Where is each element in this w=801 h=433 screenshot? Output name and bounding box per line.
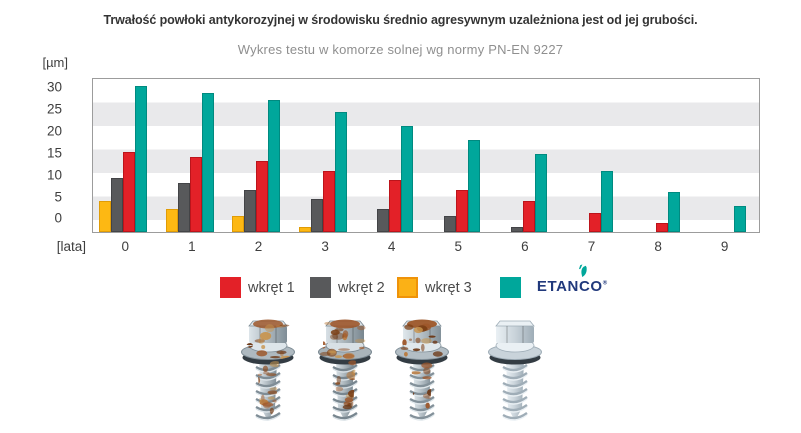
- bar-ETANCO-year-6: [534, 154, 547, 232]
- y-axis-unit-label: [µm]: [42, 55, 68, 70]
- bar-ETANCO-year-9: [734, 206, 747, 232]
- screw-photos: [0, 314, 801, 433]
- bar-wkręt-1-year-3: [322, 170, 335, 232]
- bar-wkręt-2-year-1: [177, 182, 190, 232]
- legend-swatch-wkręt-3: [397, 277, 418, 298]
- y-tick-5: 5: [54, 189, 62, 204]
- legend-swatch-wkręt-2: [310, 277, 331, 298]
- registered-mark: ®: [602, 280, 608, 287]
- bar-wkręt-2-year-5: [444, 215, 456, 232]
- y-tick-10: 10: [46, 167, 62, 183]
- chart-subtitle: Wykres testu w komorze solnej wg normy P…: [237, 42, 564, 57]
- x-tick-6: 6: [521, 239, 529, 254]
- etanco-logo: ETANCO®: [529, 264, 615, 295]
- bar-wkręt-2-year-4: [377, 208, 390, 232]
- x-tick-7: 7: [587, 239, 596, 254]
- y-tick-30: 30: [46, 79, 62, 95]
- bar-wkręt-3-year-3: [298, 227, 311, 232]
- legend-label-wkręt-2: wkręt 2: [338, 280, 385, 296]
- bar-wkręt-2-year-3: [310, 199, 323, 232]
- bar-wkręt-3-year-2: [232, 215, 245, 232]
- screw-photo-2-heavily-corroded: [312, 314, 378, 431]
- x-tick-9: 9: [720, 239, 729, 254]
- bar-wkręt-2-year-0: [111, 177, 123, 232]
- bar-ETANCO-year-1: [201, 93, 214, 232]
- x-axis-unit-label: [lata]: [56, 239, 86, 254]
- x-tick-5: 5: [454, 239, 463, 254]
- y-tick-0: 0: [54, 210, 62, 226]
- bar-wkręt-1-year-4: [389, 180, 402, 232]
- y-tick-25: 25: [46, 101, 62, 117]
- bar-ETANCO-year-2: [268, 100, 281, 232]
- etanco-swoosh-icon: [578, 264, 587, 277]
- chart-title: Trwałość powłoki antykorozyjnej w środow…: [103, 13, 698, 27]
- bar-wkręt-2-year-6: [510, 227, 523, 232]
- legend-label-wkręt-3: wkręt 3: [425, 280, 472, 296]
- bar-wkręt-3-year-1: [165, 208, 178, 232]
- bar-ETANCO-year-8: [667, 192, 680, 232]
- x-tick-1: 1: [188, 239, 196, 254]
- legend-swatch-wkręt-1: [220, 277, 241, 298]
- y-tick-15: 15: [46, 145, 62, 161]
- x-tick-3: 3: [321, 239, 329, 254]
- screw-photo-4-clean: [482, 314, 548, 431]
- screw-photo-1-heavily-corroded: [235, 314, 301, 431]
- bar-wkręt-2-year-2: [244, 189, 257, 232]
- bar-wkręt-1-year-6: [522, 201, 535, 232]
- x-tick-4: 4: [387, 239, 396, 254]
- x-tick-2: 2: [254, 239, 263, 254]
- bar-wkręt-1-year-1: [189, 156, 202, 232]
- x-tick-8: 8: [654, 239, 662, 254]
- bar-ETANCO-year-4: [401, 126, 414, 232]
- etanco-logo-text: ETANCO: [536, 278, 603, 295]
- bar-wkręt-1-year-0: [123, 152, 135, 232]
- bar-ETANCO-year-0: [135, 86, 147, 232]
- bar-wkręt-1-year-8: [655, 222, 668, 232]
- y-tick-20: 20: [46, 123, 62, 139]
- plot-area: [92, 78, 760, 233]
- bar-wkręt-1-year-2: [256, 161, 269, 232]
- bar-wkręt-3-year-0: [99, 201, 111, 232]
- bar-wkręt-1-year-5: [456, 189, 468, 232]
- bar-ETANCO-year-5: [468, 140, 480, 232]
- bar-wkręt-1-year-7: [589, 213, 602, 232]
- screw-photo-3-corroded: [389, 314, 455, 431]
- x-tick-0: 0: [121, 239, 130, 254]
- legend-swatch-ETANCO: [500, 277, 521, 298]
- bar-ETANCO-year-3: [334, 112, 347, 232]
- bar-ETANCO-year-7: [601, 170, 614, 232]
- legend-label-wkręt-1: wkręt 1: [248, 280, 295, 296]
